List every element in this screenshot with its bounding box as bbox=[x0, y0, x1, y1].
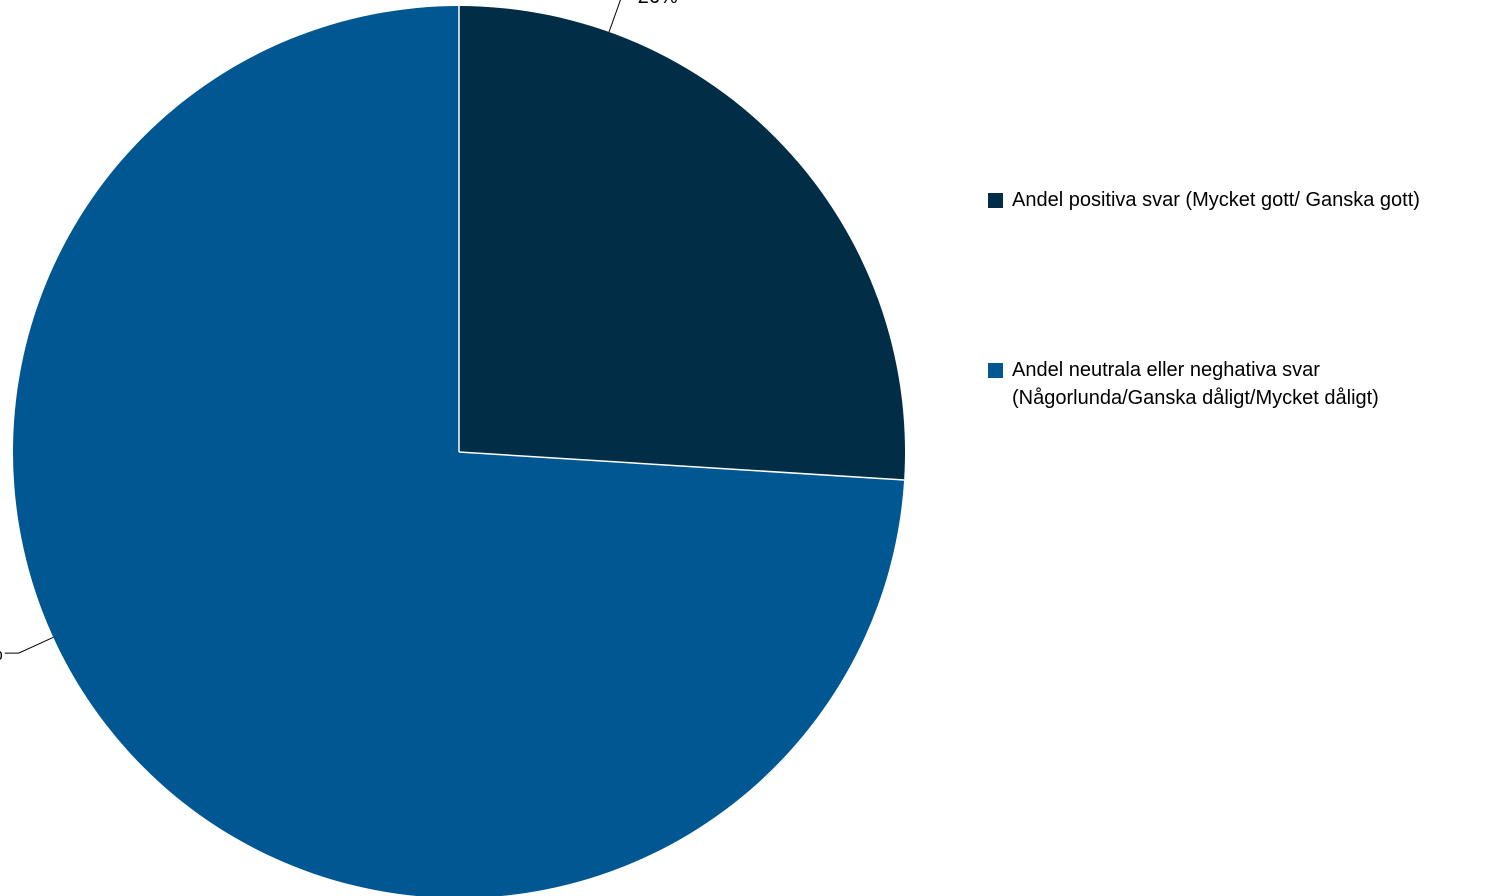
pie-slice-positive bbox=[459, 6, 905, 481]
leader-line-neutral-negative bbox=[4, 636, 54, 654]
leader-line-positive bbox=[608, 0, 621, 33]
legend-swatch-neutral-negative bbox=[988, 363, 1003, 378]
legend-label-positive: Andel positiva svar (Mycket gott/ Ganska… bbox=[1012, 189, 1420, 211]
legend-swatch-positive bbox=[988, 193, 1003, 208]
data-label-neutral-negative: 74% bbox=[0, 643, 3, 665]
data-label-positive: 26% bbox=[638, 0, 678, 8]
legend: Andel positiva svar (Mycket gott/ Ganska… bbox=[988, 186, 1488, 412]
legend-item-neutral-negative: Andel neutrala eller neghativa svar (Någ… bbox=[988, 356, 1488, 412]
legend-item-positive: Andel positiva svar (Mycket gott/ Ganska… bbox=[988, 186, 1488, 214]
legend-label-neutral-negative: Andel neutrala eller neghativa svar (Någ… bbox=[1012, 359, 1379, 409]
slice-divider-1 bbox=[458, 451, 905, 481]
